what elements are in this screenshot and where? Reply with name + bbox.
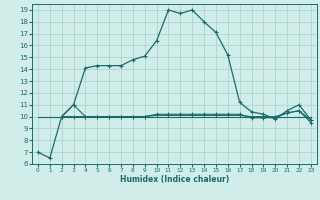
X-axis label: Humidex (Indice chaleur): Humidex (Indice chaleur) bbox=[120, 175, 229, 184]
